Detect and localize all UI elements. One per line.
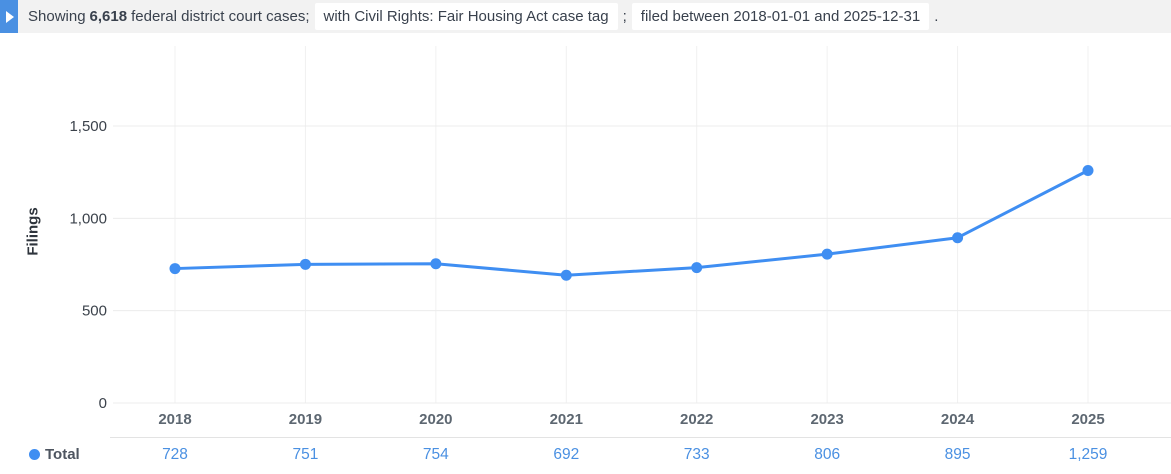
total-value-2025[interactable]: 1,259 (1068, 446, 1108, 463)
summary-prefix: Showing (28, 8, 86, 25)
date-range-filter-chip[interactable]: filed between 2018-01-01 and 2025-12-31 (631, 3, 930, 30)
result-summary: Showing 6,618 federal district court cas… (28, 8, 310, 25)
run-query-button[interactable] (0, 0, 18, 33)
total-value-2023[interactable]: 806 (814, 446, 841, 463)
totals-row: 728 751 754 692 733 806 895 1,259 (0, 446, 1171, 470)
x-tick-label-2025: 2025 (1071, 411, 1104, 428)
caret-right-icon (6, 10, 14, 23)
x-tick-label-2024: 2024 (941, 411, 975, 428)
x-tick-label-2020: 2020 (419, 411, 452, 428)
total-value-2024[interactable]: 895 (944, 446, 971, 463)
series-dot-icon (29, 449, 40, 460)
summary-suffix: federal district court cases; (131, 8, 310, 25)
legend-label: Total (45, 446, 80, 463)
case-tag-filter-chip[interactable]: with Civil Rights: Fair Housing Act case… (314, 3, 618, 30)
filter-bar: Showing 6,618 federal district court cas… (0, 0, 1171, 33)
x-tick-label-2021: 2021 (550, 411, 583, 428)
x-tick-label-2019: 2019 (289, 411, 322, 428)
x-tick-label-2018: 2018 (158, 411, 191, 428)
data-point-2024[interactable] (952, 232, 964, 244)
data-point-2021[interactable] (560, 269, 572, 281)
total-value-2018[interactable]: 728 (162, 446, 188, 463)
y-tick-label-500: 500 (82, 303, 107, 320)
y-tick-label-0: 0 (99, 395, 107, 412)
y-tick-label-1500: 1,500 (69, 118, 107, 135)
total-value-2022[interactable]: 733 (683, 446, 710, 463)
total-value-2020[interactable]: 754 (422, 446, 449, 463)
legend-total[interactable]: Total (29, 446, 80, 463)
data-point-2025[interactable] (1082, 165, 1094, 177)
data-point-2018[interactable] (169, 263, 181, 275)
data-point-2022[interactable] (691, 262, 703, 274)
filings-line-chart: 0 500 1,000 1,500 2018 2019 2020 2021 2022 2023 20… (69, 46, 1171, 428)
filter-terminator: . (934, 8, 939, 25)
table-divider (110, 437, 1171, 438)
total-value-2021[interactable]: 692 (553, 446, 580, 463)
data-point-2019[interactable] (299, 258, 311, 270)
series-line-total (173, 169, 1090, 277)
x-tick-label-2022: 2022 (680, 411, 713, 428)
data-point-2023[interactable] (821, 248, 833, 260)
filter-separator: ; (622, 8, 627, 25)
data-point-2020[interactable] (430, 258, 442, 270)
case-count: 6,618 (89, 8, 128, 25)
y-tick-label-1000: 1,000 (69, 210, 107, 227)
total-value-2019[interactable]: 751 (292, 446, 319, 463)
x-tick-label-2023: 2023 (810, 411, 843, 428)
